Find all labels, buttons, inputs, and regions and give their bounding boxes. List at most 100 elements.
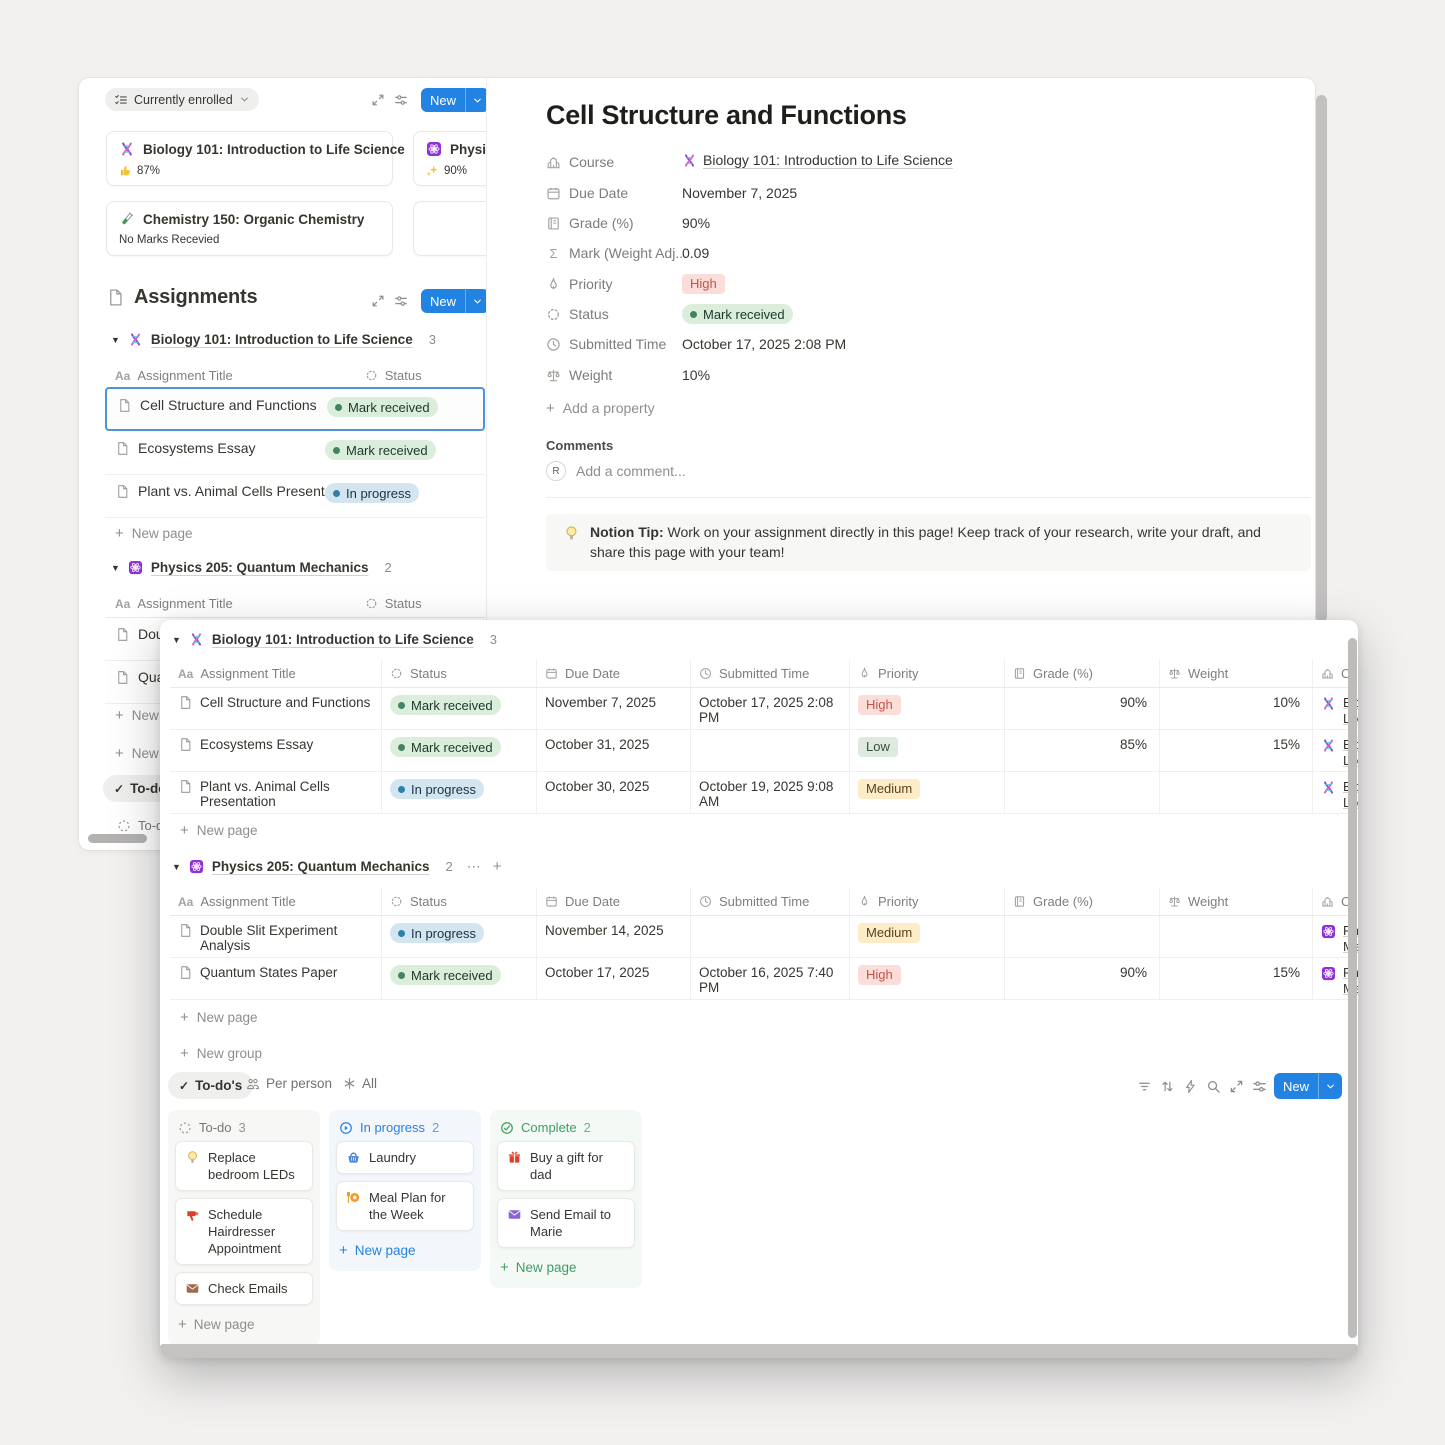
due-date-cell[interactable]: November 7, 2025 — [537, 688, 691, 729]
new-page-button[interactable]: +New page — [180, 1009, 258, 1026]
assignment-title[interactable]: Quantum States Paper — [200, 965, 338, 980]
disclosure-triangle-icon[interactable]: ▼ — [172, 634, 181, 645]
property-label-status[interactable]: Status — [546, 306, 609, 322]
comment-input-row[interactable]: R Add a comment... — [546, 461, 686, 481]
column-title[interactable]: Assignment Title — [137, 368, 233, 383]
new-group-button[interactable]: +New group — [180, 1045, 263, 1062]
assignment-title[interactable]: Ecosystems Essay — [200, 737, 314, 752]
property-value-due-date[interactable]: November 7, 2025 — [682, 185, 798, 201]
disclosure-triangle-icon[interactable]: ▼ — [111, 334, 120, 345]
vertical-scrollbar[interactable] — [1348, 638, 1357, 1338]
tab-todos[interactable]: ✓ To-do's — [168, 1072, 254, 1099]
weight-cell[interactable] — [1160, 772, 1313, 813]
tab-per-person[interactable]: Per person — [246, 1076, 332, 1091]
assignment-title[interactable]: Plant vs. Animal Cells Presentation — [200, 779, 330, 809]
property-label-grade[interactable]: Grade (%) — [546, 215, 634, 231]
submitted-time-cell[interactable] — [691, 916, 850, 957]
disclosure-triangle-icon[interactable]: ▼ — [111, 562, 120, 573]
table-row[interactable]: Plant vs. Animal Cells Presentation In p… — [105, 474, 485, 518]
view-settings-icon[interactable] — [394, 93, 408, 107]
tab-all[interactable]: All — [343, 1076, 377, 1091]
horizontal-scrollbar[interactable] — [88, 834, 147, 843]
grade-cell[interactable]: 85% — [1005, 730, 1160, 771]
column-submitted-time[interactable]: Submitted Time — [691, 888, 850, 915]
status-badge[interactable]: In progress — [390, 779, 485, 799]
column-weight[interactable]: Weight — [1160, 660, 1313, 687]
due-date-cell[interactable]: October 30, 2025 — [537, 772, 691, 813]
new-button[interactable]: New — [421, 289, 486, 313]
assignment-title[interactable]: Cell Structure and Functions — [140, 397, 317, 413]
column-due-date[interactable]: Due Date — [537, 660, 691, 687]
todo-card[interactable]: Replace bedroom LEDs — [175, 1141, 313, 1191]
status-badge[interactable]: Mark received — [325, 440, 436, 460]
due-date-cell[interactable]: October 17, 2025 — [537, 958, 691, 999]
new-page-button[interactable]: +New page — [500, 1259, 577, 1276]
due-date-cell[interactable]: November 14, 2025 — [537, 916, 691, 957]
grade-cell[interactable]: 90% — [1005, 958, 1160, 999]
view-settings-icon[interactable] — [1252, 1079, 1267, 1094]
status-badge[interactable]: Mark received — [390, 965, 501, 985]
status-badge[interactable]: In progress — [325, 483, 420, 503]
weight-cell[interactable] — [1160, 916, 1313, 957]
weight-cell[interactable]: 10% — [1160, 688, 1313, 729]
grade-cell[interactable] — [1005, 916, 1160, 957]
property-label-weight[interactable]: Weight — [546, 367, 612, 383]
property-value-weight[interactable]: 10% — [682, 367, 711, 383]
weight-cell[interactable]: 15% — [1160, 730, 1313, 771]
column-due-date[interactable]: Due Date — [537, 888, 691, 915]
column-title[interactable]: Assignment Title — [137, 596, 233, 611]
group-header-physics[interactable]: ▼ Physics 205: Quantum Mechanics 2 — [111, 560, 392, 575]
table-row[interactable]: Double Slit Experiment Analysis In progr… — [170, 916, 1358, 958]
new-button[interactable]: New — [1274, 1073, 1343, 1099]
search-icon[interactable] — [1206, 1079, 1221, 1094]
column-priority[interactable]: Priority — [850, 660, 1005, 687]
column-weight[interactable]: Weight — [1160, 888, 1313, 915]
grade-cell[interactable]: 90% — [1005, 688, 1160, 729]
group-name[interactable]: Biology 101: Introduction to Life Scienc… — [211, 632, 474, 647]
board-column-header[interactable]: In progress 2 — [329, 1114, 481, 1141]
expand-icon[interactable] — [371, 93, 385, 107]
new-page-button[interactable]: +New page — [180, 822, 258, 839]
view-settings-icon[interactable] — [394, 294, 408, 308]
todo-card[interactable]: Buy a gift for dad — [497, 1141, 635, 1191]
property-label-mark[interactable]: Σ Mark (Weight Adj... — [546, 245, 687, 261]
todo-card[interactable]: Laundry — [336, 1141, 474, 1174]
priority-cell[interactable]: Medium — [850, 916, 1005, 957]
property-value-submitted-time[interactable]: October 17, 2025 2:08 PM — [682, 336, 847, 352]
lightning-icon[interactable] — [1183, 1079, 1198, 1094]
assignment-title[interactable]: Cell Structure and Functions — [200, 695, 371, 710]
group-name[interactable]: Physics 205: Quantum Mechanics — [211, 859, 430, 874]
table-row-selected[interactable]: Cell Structure and Functions Mark receiv… — [105, 387, 485, 431]
group-header-biology[interactable]: ▼ Biology 101: Introduction to Life Scie… — [111, 332, 436, 347]
status-badge[interactable]: In progress — [390, 923, 485, 943]
chevron-down-icon[interactable] — [466, 95, 486, 106]
filter-icon[interactable] — [1137, 1079, 1152, 1094]
chevron-down-icon[interactable] — [466, 296, 486, 307]
column-priority[interactable]: Priority — [850, 888, 1005, 915]
property-label-submitted-time[interactable]: Submitted Time — [546, 336, 666, 352]
assignment-title[interactable]: Double Slit Experiment Analysis — [200, 923, 338, 953]
expand-icon[interactable] — [371, 294, 385, 308]
group-header-physics[interactable]: ▼ Physics 205: Quantum Mechanics 2 ⋯ + — [172, 858, 502, 875]
todo-card[interactable]: Schedule Hairdresser Appointment — [175, 1198, 313, 1265]
property-label-priority[interactable]: Priority — [546, 276, 613, 292]
submitted-time-cell[interactable]: October 16, 2025 7:40 PM — [691, 958, 850, 999]
course-card-empty[interactable] — [413, 201, 486, 256]
expand-icon[interactable] — [1229, 1079, 1244, 1094]
table-row[interactable]: Plant vs. Animal Cells Presentation In p… — [170, 772, 1358, 814]
course-card-biology[interactable]: Biology 101: Introduction to Life Scienc… — [106, 131, 405, 186]
filter-chip-currently-enrolled[interactable]: Currently enrolled — [105, 88, 259, 111]
horizontal-scrollbar[interactable] — [160, 1344, 1358, 1358]
group-name[interactable]: Biology 101: Introduction to Life Scienc… — [150, 332, 413, 347]
status-badge[interactable]: Mark received — [390, 737, 501, 757]
submitted-time-cell[interactable]: October 19, 2025 9:08 AM — [691, 772, 850, 813]
chevron-down-icon[interactable] — [1319, 1081, 1342, 1092]
new-page-button[interactable]: +New page — [115, 525, 193, 542]
column-status[interactable]: Status — [384, 368, 422, 383]
submitted-time-cell[interactable] — [691, 730, 850, 771]
group-name[interactable]: Physics 205: Quantum Mechanics — [150, 560, 369, 575]
column-status[interactable]: Status — [384, 596, 422, 611]
property-value-course[interactable]: Biology 101: Introduction to Life Scienc… — [682, 152, 953, 168]
assignment-title[interactable]: Plant vs. Animal Cells Presentation — [138, 483, 356, 499]
disclosure-triangle-icon[interactable]: ▼ — [172, 861, 181, 872]
